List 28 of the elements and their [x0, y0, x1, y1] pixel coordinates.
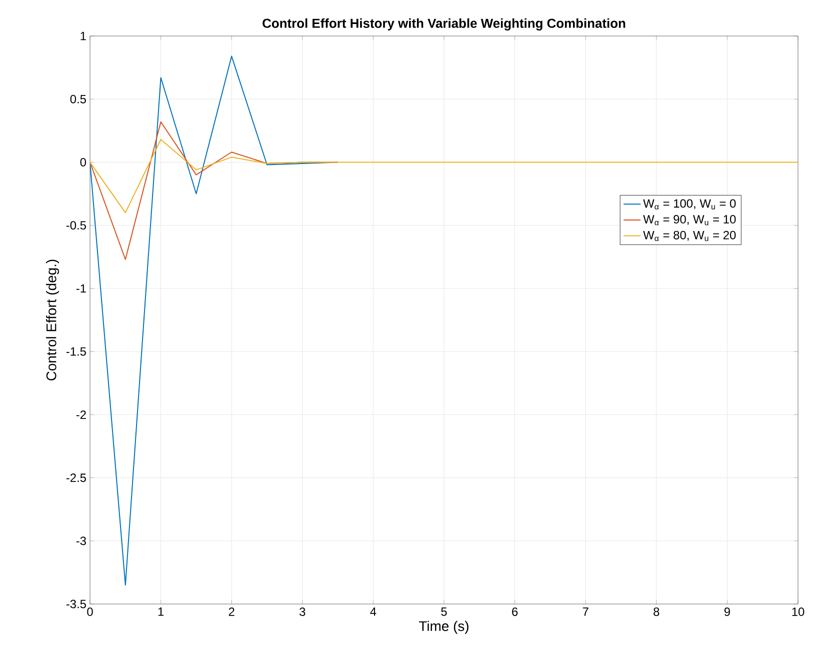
y-tick-label: -0.5: [66, 221, 86, 230]
x-tick-label: 8: [654, 608, 660, 616]
y-tick-label: -1: [76, 284, 86, 293]
legend-label: W$_{α}$ = 80, W$_{u}$ = 20: [643, 230, 736, 242]
x-tick-label: 6: [512, 608, 518, 616]
x-tick-label: 4: [370, 608, 376, 616]
x-tick-label: 9: [724, 608, 730, 616]
x-tick-label: 7: [582, 608, 588, 616]
y-tick-label: -3: [76, 536, 86, 546]
chart-title: Control Effort History with Variable Weighting Combination: [262, 18, 626, 30]
y-tick-label: 0: [80, 158, 86, 166]
x-tick-label: 5: [441, 608, 447, 616]
x-tick-label: 1: [158, 608, 164, 616]
y-tick-label: -2: [76, 410, 86, 419]
x-tick-label: 10: [792, 608, 804, 616]
x-axis-title: Time (s): [419, 620, 468, 634]
x-tick-label: 0: [87, 608, 93, 616]
x-tick-label: 3: [300, 608, 306, 616]
y-tick-label: 0.5: [70, 94, 86, 104]
y-tick-label: -3.5: [66, 600, 86, 608]
y-axis-title: Control Effort (deg.): [46, 260, 60, 380]
line-series: [90, 56, 338, 586]
y-tick-label: -1.5: [66, 347, 86, 356]
legend-label: W$_{α}$ = 100, W$_{u}$ = 0: [643, 199, 736, 210]
legend-label: W$_{α}$ = 90, W$_{u}$ = 10: [643, 215, 736, 226]
y-tick-label: 1: [80, 32, 86, 40]
y-tick-label: -2.5: [66, 474, 86, 482]
x-tick-label: 2: [228, 608, 234, 616]
